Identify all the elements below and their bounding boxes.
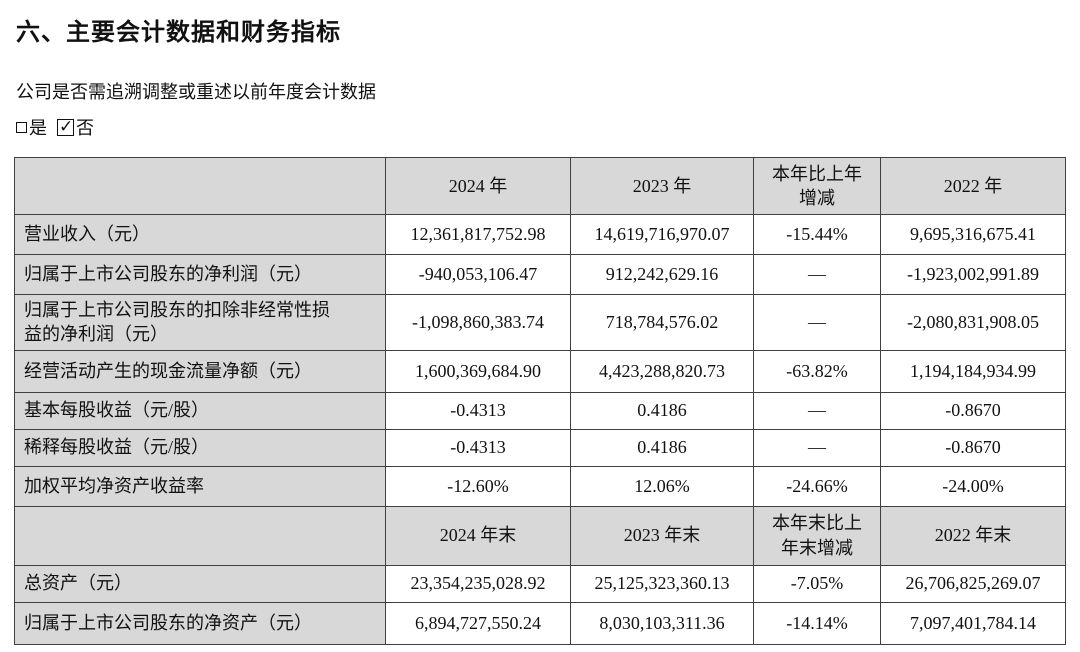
value-change: — bbox=[753, 391, 881, 430]
value-2023: 8,030,103,311.36 bbox=[570, 601, 754, 645]
restatement-options: 是 ✓ 否 bbox=[16, 114, 1080, 140]
value-2023: 912,242,629.16 bbox=[570, 254, 754, 295]
option-yes: 是 bbox=[16, 114, 47, 140]
checkbox-checked-icon: ✓ bbox=[57, 116, 74, 137]
period-end-header-row: 2024 年末 2023 年末 本年末比上年末增减 2022 年末 bbox=[14, 505, 1066, 566]
row-label: 基本每股收益（元/股） bbox=[14, 391, 386, 430]
value-2024: 6,894,727,550.24 bbox=[385, 601, 571, 645]
value-change: -14.14% bbox=[753, 601, 881, 645]
value-change: — bbox=[753, 294, 881, 351]
restatement-question: 公司是否需追溯调整或重述以前年度会计数据 bbox=[16, 82, 376, 102]
value-2024: -0.4313 bbox=[385, 391, 571, 430]
value-change: — bbox=[753, 254, 881, 295]
row-label: 稀释每股收益（元/股） bbox=[14, 428, 386, 467]
section-title: 六、主要会计数据和财务指标 bbox=[16, 20, 341, 46]
row-label: 归属于上市公司股东的净资产（元） bbox=[14, 601, 386, 645]
value-2024: 1,600,369,684.90 bbox=[385, 349, 571, 393]
value-2022: -24.00% bbox=[880, 465, 1066, 507]
value-2024: -0.4313 bbox=[385, 428, 571, 467]
corner-cell-period-end bbox=[14, 505, 386, 566]
table-row-operating-cash-flow: 经营活动产生的现金流量净额（元） 1,600,369,684.90 4,423,… bbox=[14, 349, 1066, 393]
table-row-revenue: 营业收入（元） 12,361,817,752.98 14,619,716,970… bbox=[14, 214, 1066, 255]
option-yes-label: 是 bbox=[29, 118, 47, 138]
col-header-2023: 2023 年 bbox=[570, 157, 754, 215]
value-2023: 0.4186 bbox=[570, 391, 754, 430]
value-2023: 12.06% bbox=[570, 465, 754, 507]
col-header-2024-end: 2024 年末 bbox=[385, 505, 571, 566]
table-row-net-profit: 归属于上市公司股东的净利润（元） -940,053,106.47 912,242… bbox=[14, 254, 1066, 295]
row-label: 经营活动产生的现金流量净额（元） bbox=[14, 349, 386, 393]
row-label: 归属于上市公司股东的扣除非经常性损益的净利润（元） bbox=[14, 294, 386, 351]
option-no-label: 否 bbox=[76, 118, 94, 138]
table-row-net-profit-excl-nonrecurring: 归属于上市公司股东的扣除非经常性损益的净利润（元） -1,098,860,383… bbox=[14, 294, 1066, 351]
option-no: ✓ 否 bbox=[57, 114, 94, 140]
value-2023: 14,619,716,970.07 bbox=[570, 214, 754, 255]
value-2022: 9,695,316,675.41 bbox=[880, 214, 1066, 255]
value-2024: -940,053,106.47 bbox=[385, 254, 571, 295]
value-2022: -0.8670 bbox=[880, 391, 1066, 430]
value-change: -63.82% bbox=[753, 349, 881, 393]
col-header-yoy-change: 本年比上年增减 bbox=[753, 157, 881, 215]
value-2023: 4,423,288,820.73 bbox=[570, 349, 754, 393]
value-change: -24.66% bbox=[753, 465, 881, 507]
financial-indicators-table: 2024 年 2023 年 本年比上年增减 2022 年 营业收入（元） 12,… bbox=[14, 157, 1066, 645]
table-row-weighted-avg-roe: 加权平均净资产收益率 -12.60% 12.06% -24.66% -24.00… bbox=[14, 465, 1066, 507]
value-change: -7.05% bbox=[753, 564, 881, 603]
value-2024: 12,361,817,752.98 bbox=[385, 214, 571, 255]
col-header-2023-end: 2023 年末 bbox=[570, 505, 754, 566]
corner-cell-annual bbox=[14, 157, 386, 215]
table-row-basic-eps: 基本每股收益（元/股） -0.4313 0.4186 — -0.8670 bbox=[14, 391, 1066, 430]
value-2022: 7,097,401,784.14 bbox=[880, 601, 1066, 645]
value-change: — bbox=[753, 428, 881, 467]
value-2022: -0.8670 bbox=[880, 428, 1066, 467]
col-header-2022: 2022 年 bbox=[880, 157, 1066, 215]
value-2022: -2,080,831,908.05 bbox=[880, 294, 1066, 351]
check-icon: ✓ bbox=[59, 116, 74, 137]
value-change: -15.44% bbox=[753, 214, 881, 255]
table-row-diluted-eps: 稀释每股收益（元/股） -0.4313 0.4186 — -0.8670 bbox=[14, 428, 1066, 467]
value-2024: -1,098,860,383.74 bbox=[385, 294, 571, 351]
value-2023: 0.4186 bbox=[570, 428, 754, 467]
row-label: 总资产（元） bbox=[14, 564, 386, 603]
table-row-total-assets: 总资产（元） 23,354,235,028.92 25,125,323,360.… bbox=[14, 564, 1066, 603]
row-label: 营业收入（元） bbox=[14, 214, 386, 255]
value-2024: 23,354,235,028.92 bbox=[385, 564, 571, 603]
col-header-yoy-end-change: 本年末比上年末增减 bbox=[753, 505, 881, 566]
col-header-2024: 2024 年 bbox=[385, 157, 571, 215]
annual-header-row: 2024 年 2023 年 本年比上年增减 2022 年 bbox=[14, 157, 1066, 215]
value-2024: -12.60% bbox=[385, 465, 571, 507]
table-row-net-assets: 归属于上市公司股东的净资产（元） 6,894,727,550.24 8,030,… bbox=[14, 601, 1066, 645]
value-2023: 718,784,576.02 bbox=[570, 294, 754, 351]
row-label: 归属于上市公司股东的净利润（元） bbox=[14, 254, 386, 295]
value-2022: 1,194,184,934.99 bbox=[880, 349, 1066, 393]
checkbox-unchecked-icon bbox=[16, 121, 27, 133]
value-2023: 25,125,323,360.13 bbox=[570, 564, 754, 603]
row-label: 加权平均净资产收益率 bbox=[14, 465, 386, 507]
col-header-2022-end: 2022 年末 bbox=[880, 505, 1066, 566]
value-2022: 26,706,825,269.07 bbox=[880, 564, 1066, 603]
value-2022: -1,923,002,991.89 bbox=[880, 254, 1066, 295]
